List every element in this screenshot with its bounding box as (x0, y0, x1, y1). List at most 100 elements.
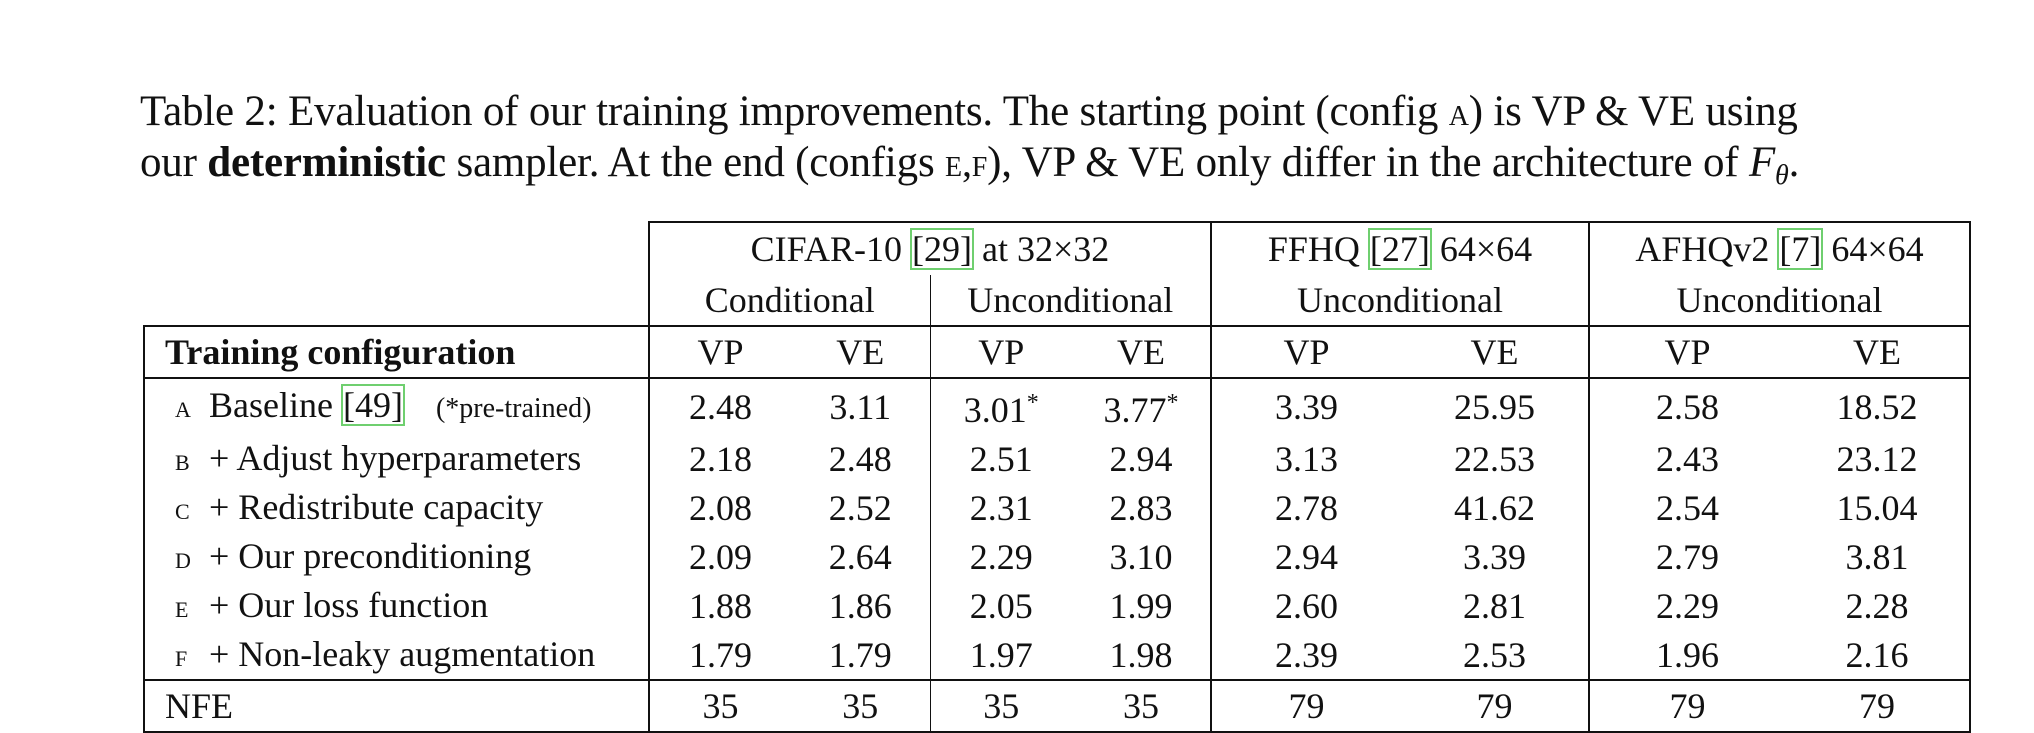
column-vp: VP (1210, 325, 1401, 378)
config-label: + Redistribute capacity (209, 487, 544, 527)
best-value-cell: 1.79 (648, 630, 791, 680)
nfe-value: 35 (929, 679, 1072, 733)
caption-bold-word: deterministic (207, 139, 446, 186)
nfe-value: 79 (1210, 679, 1401, 733)
table-row: C + Redistribute capacity 2.08 2.52 2.31 … (143, 483, 1971, 532)
header-row-conditioning: Conditional Unconditional Unconditional … (144, 275, 1971, 326)
config-letter: E (175, 588, 189, 624)
value-cell: 3.11 (791, 377, 930, 434)
best-value-cell: 1.79 (828, 634, 892, 675)
nfe-value: 79 (1588, 679, 1785, 733)
value-cell: 3.39 (1463, 536, 1526, 577)
value-text: 3.77 (1103, 390, 1167, 430)
pretrained-marker: * (1026, 390, 1039, 416)
column-vp: VP (1588, 325, 1785, 378)
best-value-cell: 1.96 (1588, 630, 1785, 680)
value-cell: 2.05 (929, 581, 1072, 630)
value-cell: 2.08 (648, 483, 791, 532)
cifar-group-header: CIFAR-10 [29] at 32×32 (648, 221, 1211, 275)
best-value-cell: 1.98 (1109, 634, 1173, 675)
value-cell: 3.10 (1109, 536, 1173, 577)
citation-link[interactable]: [7] (1777, 228, 1824, 270)
value-cell: 2.52 (828, 487, 892, 528)
nfe-value: 35 (648, 679, 791, 733)
value-text: 3.01 (963, 390, 1027, 430)
value-cell: 41.62 (1454, 487, 1535, 528)
value-cell: 15.04 (1785, 483, 1971, 532)
caption-config-a: A (1448, 89, 1469, 134)
best-value-cell: 2.16 (1785, 630, 1971, 680)
value-cell: 2.51 (929, 434, 1072, 483)
config-label: + Our loss function (209, 585, 489, 625)
value-cell: 2.60 (1210, 581, 1401, 630)
value-cell: 2.18 (648, 434, 791, 483)
value-cell: 3.01* (929, 377, 1072, 434)
value-cell: 2.31 (929, 483, 1072, 532)
column-ve: VE (1401, 325, 1589, 378)
caption-subscript-theta: θ (1775, 160, 1789, 191)
value-cell: 3.39 (1210, 377, 1401, 434)
config-label: + Our preconditioning (209, 536, 532, 576)
nfe-value: 35 (1072, 679, 1211, 733)
value-cell: 2.54 (1588, 483, 1785, 532)
ffhq-unconditional-header: Unconditional (1210, 275, 1589, 326)
dataset-name: FFHQ (1267, 229, 1369, 269)
afhq-group-header: AFHQv2 [7] 64×64 (1588, 221, 1971, 275)
empty-header-cell (144, 275, 649, 326)
citation-link[interactable]: [29] (910, 228, 975, 270)
table-row: B + Adjust hyperparameters 2.18 2.48 2.51… (143, 434, 1971, 483)
caption-line-2: our deterministic sampler. At the end (c… (140, 137, 2000, 201)
value-cell: 2.94 (1109, 438, 1173, 479)
value-cell: 2.83 (1109, 487, 1173, 528)
value-cell: 1.88 (648, 581, 791, 630)
config-letter: C (175, 490, 190, 526)
config-letter: A (175, 387, 191, 424)
caption-text: ) is VP & VE using (1468, 88, 1798, 135)
cifar-conditional-header: Conditional (648, 275, 930, 326)
column-ve: VE (791, 325, 930, 378)
value-cell: 2.29 (929, 532, 1072, 581)
value-cell: 2.28 (1785, 581, 1971, 630)
empty-header-cell (144, 222, 649, 275)
dataset-name: CIFAR-10 (750, 229, 912, 269)
value-cell: 3.81 (1785, 532, 1971, 581)
value-cell: 2.09 (648, 532, 791, 581)
best-value-cell: 2.39 (1210, 630, 1401, 680)
value-cell: 2.94 (1210, 532, 1401, 581)
nfe-value: 35 (791, 679, 930, 733)
table-row: E + Our loss function 1.88 1.86 2.05 1.99… (143, 581, 1971, 630)
caption-text: . (1788, 139, 1800, 186)
value-cell: 2.78 (1210, 483, 1401, 532)
config-cell: B + Adjust hyperparameters (143, 434, 649, 483)
value-cell: 23.12 (1785, 434, 1971, 483)
value-cell: 25.95 (1401, 377, 1589, 434)
config-label: + Adjust hyperparameters (209, 438, 582, 478)
nfe-row: NFE 35 35 35 35 79 79 79 79 (143, 679, 1971, 733)
value-cell: 2.29 (1588, 581, 1785, 630)
column-ve: VE (1785, 325, 1971, 378)
table-caption: Table 2: Evaluation of our training impr… (140, 86, 2000, 201)
nfe-value: 79 (1401, 679, 1589, 733)
citation-link[interactable]: [49] (340, 383, 405, 426)
table-row: F + Non-leaky augmentation 1.79 1.79 1.97… (143, 630, 1971, 680)
value-cell: 22.53 (1454, 438, 1535, 479)
training-configuration-header: Training configuration (143, 325, 649, 378)
ffhq-group-header: FFHQ [27] 64×64 (1210, 221, 1589, 275)
config-letter: B (175, 441, 190, 477)
value-cell: 3.77* (1072, 377, 1211, 434)
caption-line-1: Table 2: Evaluation of our training impr… (140, 86, 2000, 137)
config-label: + Non-leaky augmentation (209, 634, 596, 674)
value-cell: 18.52 (1785, 377, 1971, 434)
value-cell: 1.99 (1109, 585, 1173, 626)
column-ve: VE (1072, 325, 1211, 378)
best-value-cell: 1.97 (929, 630, 1072, 680)
caption-text: sampler. At the end (configs (445, 139, 946, 186)
header-row-columns: Training configuration VP VE VP VE VP VE… (143, 325, 1971, 378)
citation-link[interactable]: [27] (1367, 228, 1432, 270)
cifar-unconditional-header: Unconditional (929, 275, 1211, 326)
caption-text: Table 2: Evaluation of our training impr… (140, 88, 1449, 135)
config-cell: D + Our preconditioning (143, 532, 649, 581)
value-cell: 2.79 (1588, 532, 1785, 581)
column-vp: VP (648, 325, 791, 378)
config-letter: D (175, 539, 191, 575)
